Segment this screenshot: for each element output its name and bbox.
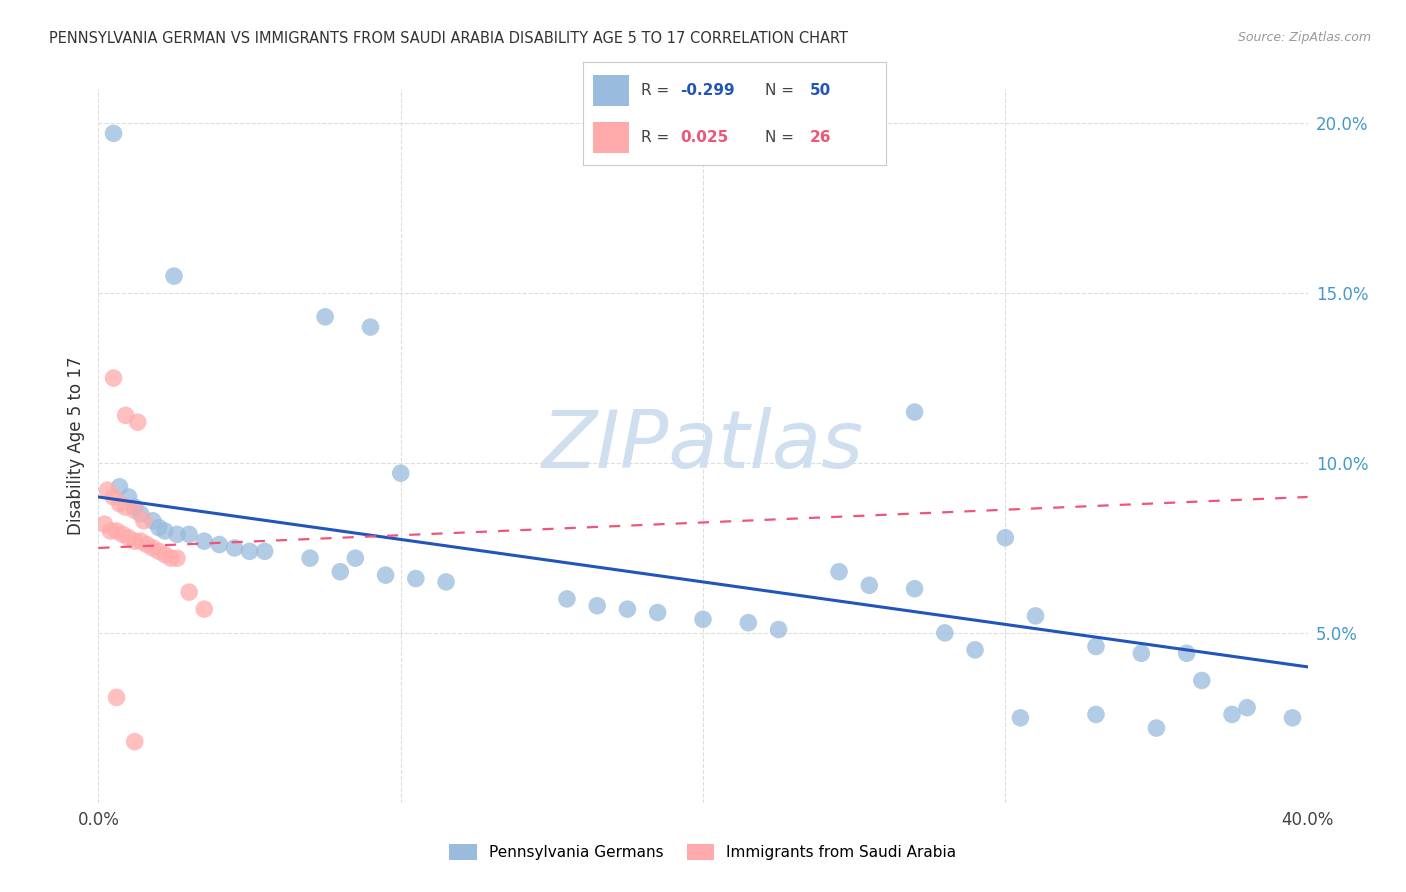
Point bbox=[374, 568, 396, 582]
Point bbox=[1281, 711, 1303, 725]
Point bbox=[166, 527, 188, 541]
Point bbox=[1236, 700, 1258, 714]
Point bbox=[105, 524, 128, 538]
Point bbox=[904, 405, 927, 419]
Point bbox=[934, 626, 956, 640]
Point bbox=[1144, 721, 1167, 735]
Text: 0.025: 0.025 bbox=[681, 130, 728, 145]
Point bbox=[118, 531, 141, 545]
Point bbox=[163, 269, 186, 284]
Point bbox=[1085, 640, 1108, 654]
Point bbox=[96, 483, 118, 498]
Point bbox=[108, 497, 131, 511]
Point bbox=[994, 531, 1017, 545]
Legend: Pennsylvania Germans, Immigrants from Saudi Arabia: Pennsylvania Germans, Immigrants from Sa… bbox=[443, 838, 963, 866]
Point bbox=[344, 551, 367, 566]
Point bbox=[124, 534, 146, 549]
Text: -0.299: -0.299 bbox=[681, 83, 735, 97]
Point bbox=[737, 615, 759, 630]
Point bbox=[299, 551, 322, 566]
Point bbox=[142, 514, 165, 528]
Point bbox=[127, 415, 149, 429]
Point bbox=[179, 527, 201, 541]
Point bbox=[103, 127, 125, 141]
Point bbox=[166, 551, 188, 566]
Point bbox=[160, 551, 183, 566]
Point bbox=[193, 602, 215, 616]
Point bbox=[103, 490, 125, 504]
Point bbox=[828, 565, 851, 579]
Point bbox=[111, 527, 134, 541]
Point bbox=[965, 643, 987, 657]
Point bbox=[135, 537, 157, 551]
Point bbox=[118, 490, 141, 504]
Text: ZIPatlas: ZIPatlas bbox=[541, 407, 865, 485]
Point bbox=[142, 541, 165, 555]
Point bbox=[314, 310, 336, 324]
Point bbox=[153, 524, 176, 538]
Point bbox=[616, 602, 638, 616]
Point bbox=[586, 599, 609, 613]
Point bbox=[114, 409, 136, 423]
Text: PENNSYLVANIA GERMAN VS IMMIGRANTS FROM SAUDI ARABIA DISABILITY AGE 5 TO 17 CORRE: PENNSYLVANIA GERMAN VS IMMIGRANTS FROM S… bbox=[49, 31, 848, 46]
Y-axis label: Disability Age 5 to 17: Disability Age 5 to 17 bbox=[66, 357, 84, 535]
Point bbox=[329, 565, 352, 579]
Point bbox=[124, 734, 146, 748]
Point bbox=[103, 371, 125, 385]
Text: Source: ZipAtlas.com: Source: ZipAtlas.com bbox=[1237, 31, 1371, 45]
Point bbox=[253, 544, 276, 558]
Point bbox=[692, 612, 714, 626]
Point bbox=[148, 544, 170, 558]
Text: R =: R = bbox=[641, 130, 673, 145]
Point bbox=[405, 572, 427, 586]
Point bbox=[1024, 608, 1046, 623]
Point bbox=[124, 500, 146, 515]
Point bbox=[239, 544, 262, 558]
Point bbox=[105, 690, 128, 705]
Bar bbox=[592, 75, 628, 105]
Point bbox=[208, 537, 231, 551]
Bar bbox=[592, 122, 628, 153]
Point bbox=[132, 514, 155, 528]
Point bbox=[858, 578, 880, 592]
Point bbox=[1175, 646, 1198, 660]
Point bbox=[129, 507, 152, 521]
Point bbox=[124, 503, 146, 517]
Point bbox=[224, 541, 246, 555]
Point bbox=[1130, 646, 1153, 660]
Point bbox=[904, 582, 927, 596]
Point bbox=[1085, 707, 1108, 722]
Point bbox=[768, 623, 790, 637]
Point bbox=[179, 585, 201, 599]
Text: R =: R = bbox=[641, 83, 673, 97]
Text: N =: N = bbox=[765, 83, 799, 97]
Point bbox=[360, 320, 382, 334]
Point bbox=[148, 520, 170, 534]
Point bbox=[153, 548, 176, 562]
Text: 50: 50 bbox=[810, 83, 831, 97]
Point bbox=[129, 534, 152, 549]
Point bbox=[114, 500, 136, 515]
Point bbox=[389, 466, 412, 480]
Point bbox=[193, 534, 215, 549]
Point bbox=[555, 591, 578, 606]
Point bbox=[93, 517, 115, 532]
Point bbox=[1220, 707, 1243, 722]
Point bbox=[1010, 711, 1032, 725]
Text: N =: N = bbox=[765, 130, 799, 145]
Point bbox=[647, 606, 669, 620]
Point bbox=[100, 524, 122, 538]
Text: 26: 26 bbox=[810, 130, 832, 145]
Point bbox=[108, 480, 131, 494]
Point bbox=[1191, 673, 1213, 688]
Point bbox=[434, 574, 457, 589]
